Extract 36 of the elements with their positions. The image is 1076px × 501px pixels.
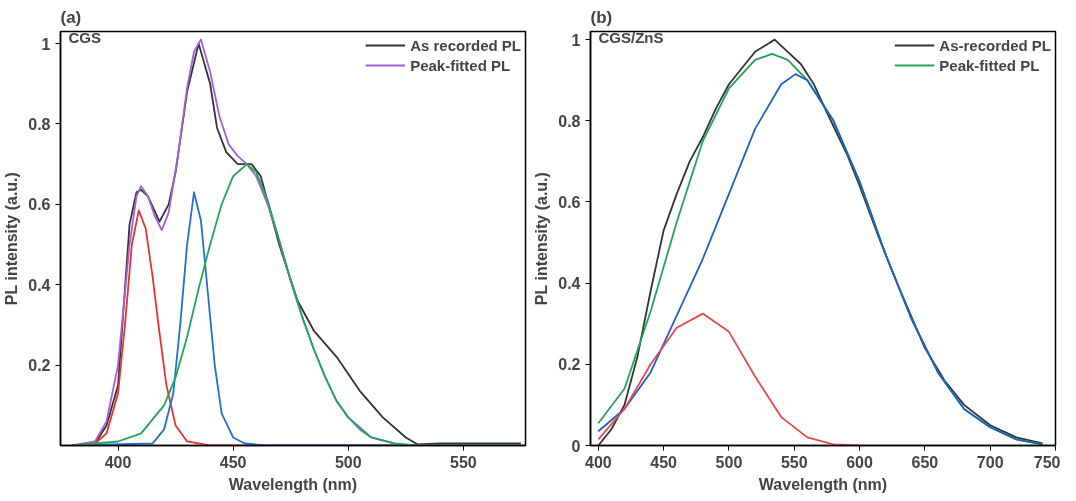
y-tick-label: 0.8 (558, 112, 581, 130)
y-tick-label: 1 (571, 31, 581, 49)
x-tick-label: 650 (911, 453, 939, 471)
line-series (597, 312, 861, 446)
y-tick-label: 0.8 (28, 115, 51, 133)
y-axis-title: PL intensity (a.u.) (3, 172, 21, 306)
x-tick-label: 500 (334, 453, 362, 471)
x-tick-label: 550 (780, 453, 808, 471)
x-tick-label: 750 (1033, 453, 1061, 471)
chart-title: (b) (590, 7, 613, 27)
x-tick-label: 450 (650, 453, 678, 471)
x-tick-label: 450 (219, 453, 247, 471)
x-tick-label: 600 (846, 453, 874, 471)
legend-label: As-recorded PL (939, 36, 1051, 54)
y-tick-label: 0 (571, 437, 581, 455)
chart-title: (a) (60, 7, 82, 27)
y-tick-label: 1 (41, 35, 51, 53)
y-axis-title: PL intensity (a.u.) (533, 172, 551, 306)
y-tick-label: 0.6 (28, 196, 51, 214)
legend-label: Peak-fitted PL (410, 56, 511, 74)
x-tick-label: 550 (450, 453, 477, 471)
y-tick-label: 0.2 (558, 356, 581, 374)
x-tick-label: 400 (104, 453, 132, 471)
x-tick-label: 500 (715, 453, 743, 471)
legend-label: Peak-fitted PL (939, 56, 1040, 74)
x-tick-label: 400 (584, 453, 612, 471)
y-tick-label: 0.4 (558, 275, 581, 293)
x-axis-title: Wavelength (nm) (758, 475, 888, 493)
y-tick-label: 0.4 (28, 276, 51, 294)
x-axis-title: Wavelength (nm) (228, 475, 358, 493)
legend-label: As recorded PL (410, 36, 521, 54)
y-tick-label: 0.6 (558, 193, 581, 211)
annotation: CGS/ZnS (598, 28, 664, 46)
annotation: CGS (68, 28, 102, 46)
x-tick-label: 700 (976, 453, 1004, 471)
y-tick-label: 0.2 (28, 357, 51, 375)
